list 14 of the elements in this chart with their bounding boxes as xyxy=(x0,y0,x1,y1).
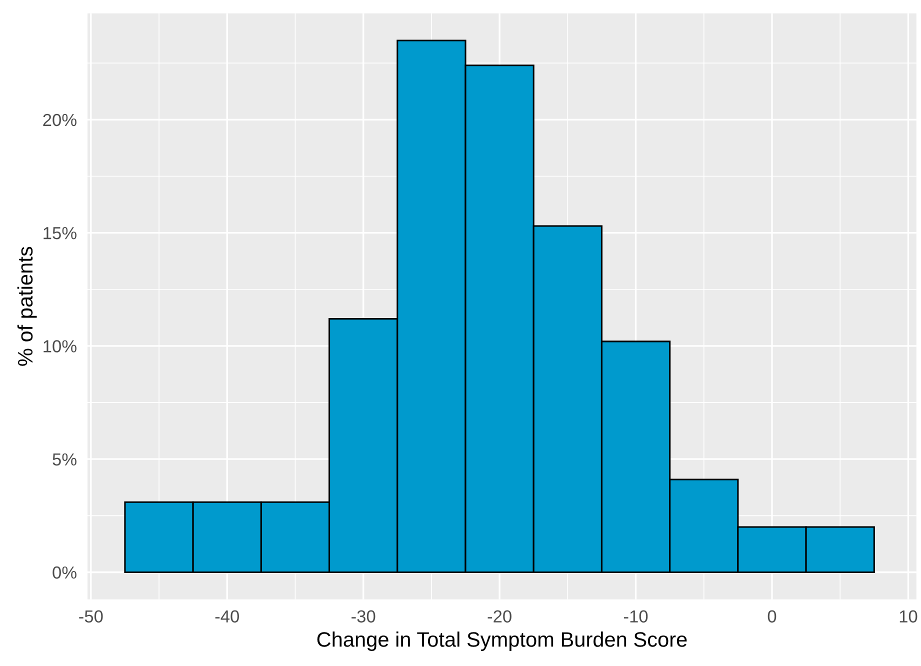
x-tick-label: -10 xyxy=(624,610,648,623)
y-tick-label: 0% xyxy=(52,566,76,579)
y-tick-label: 20% xyxy=(43,114,76,126)
x-tick-label: -40 xyxy=(215,610,239,623)
y-tick-label: 15% xyxy=(44,227,76,240)
x-tick-label: 0 xyxy=(768,610,776,623)
x-tick-label: -50 xyxy=(79,610,103,623)
x-tick-label: -20 xyxy=(488,610,512,623)
y-tick-label: 5% xyxy=(52,453,76,466)
y-axis-title: % of patients xyxy=(17,246,37,366)
y-tick-label: 10% xyxy=(44,340,76,352)
x-tick-label: -30 xyxy=(352,610,376,623)
x-tick-label: 10 xyxy=(900,610,918,623)
x-axis-title: Change in Total Symptom Burden Score xyxy=(317,632,687,651)
